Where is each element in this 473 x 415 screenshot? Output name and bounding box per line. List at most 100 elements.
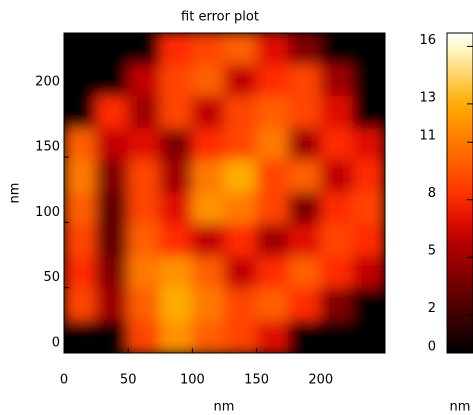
- colorbar-tick-label: 11: [419, 129, 436, 144]
- heatmap-cell: [127, 320, 161, 353]
- y-tick-label: 200: [35, 74, 60, 89]
- heatmap-cell: [64, 223, 97, 258]
- heatmap-cell: [352, 320, 385, 353]
- heatmap-cell: [320, 223, 354, 258]
- heatmap-cell: [159, 128, 193, 163]
- heatmap-cell: [64, 320, 97, 353]
- heatmap-cell: [127, 128, 161, 163]
- heatmap-cell: [127, 159, 161, 194]
- heatmap-cell: [288, 64, 322, 99]
- heatmap-cell: [320, 287, 354, 322]
- colorbar-tick-label: 16: [419, 33, 436, 48]
- heatmap-cell: [191, 33, 225, 66]
- colorbar-tick-label: 13: [419, 90, 436, 105]
- x-axis-label: nm: [214, 400, 235, 415]
- heatmap-cell: [127, 223, 161, 258]
- heatmap-cell: [320, 33, 354, 66]
- heatmap-cell: [95, 33, 129, 66]
- x-tick-label: 200: [308, 373, 333, 388]
- heatmap-cell: [64, 33, 97, 66]
- heatmap-cell: [256, 223, 290, 258]
- heatmap-cell: [95, 192, 129, 227]
- heatmap-cell: [159, 287, 193, 322]
- heatmap-cell: [352, 159, 385, 194]
- heatmap-cell: [95, 320, 129, 353]
- heatmap-cell: [288, 287, 322, 322]
- heatmap-cell: [64, 192, 97, 227]
- y-tick-label: 150: [35, 140, 60, 155]
- heatmap-cell: [191, 95, 225, 130]
- heatmap-cell: [95, 95, 129, 130]
- heatmap-cell: [352, 95, 385, 130]
- heatmap-cell: [95, 223, 129, 258]
- heatmap-cell: [256, 192, 290, 227]
- colorbar-tick-label: 0: [428, 340, 436, 355]
- heatmap-cell: [191, 287, 225, 322]
- heatmap-cell: [288, 95, 322, 130]
- heatmap-cell: [224, 320, 258, 353]
- heatmap-cell: [127, 256, 161, 291]
- heatmap-cell: [127, 95, 161, 130]
- heatmap-cell: [288, 192, 322, 227]
- heatmap-cell: [95, 159, 129, 194]
- y-tick-label: 50: [43, 270, 60, 285]
- heatmap-cell: [352, 223, 385, 258]
- heatmap-cell: [64, 64, 97, 99]
- heatmap-cell: [288, 256, 322, 291]
- heatmap-cell: [288, 128, 322, 163]
- heatmap-cell: [320, 64, 354, 99]
- heatmap-cell: [95, 64, 129, 99]
- heatmap-cell: [224, 159, 258, 194]
- heatmap-cell: [352, 287, 385, 322]
- heatmap-cell: [159, 192, 193, 227]
- heatmap-cell: [256, 320, 290, 353]
- heatmap-cell: [224, 128, 258, 163]
- heatmap-cell: [256, 256, 290, 291]
- heatmap-cell: [191, 256, 225, 291]
- heatmap-cell: [352, 192, 385, 227]
- y-axis-label: nm: [8, 183, 23, 204]
- heatmap-cell: [224, 33, 258, 66]
- heatmap-cell: [191, 192, 225, 227]
- heatmap-cell: [159, 223, 193, 258]
- heatmap-cell: [191, 64, 225, 99]
- heatmap-cell: [320, 128, 354, 163]
- heatmap-cell: [159, 95, 193, 130]
- heatmap: [64, 33, 385, 353]
- heatmap-cell: [191, 128, 225, 163]
- heatmap-cell: [352, 128, 385, 163]
- heatmap-cell: [127, 192, 161, 227]
- heatmap-cell: [256, 128, 290, 163]
- heatmap-cell: [127, 64, 161, 99]
- y-tick-label: 0: [52, 336, 60, 351]
- heatmap-cell: [127, 287, 161, 322]
- heatmap-cell: [224, 192, 258, 227]
- heatmap-cell: [159, 64, 193, 99]
- heatmap-cell: [256, 33, 290, 66]
- heatmap-cell: [352, 33, 385, 66]
- heatmap-cell: [256, 159, 290, 194]
- heatmap-cell: [159, 159, 193, 194]
- colorbar-tick-label: 2: [428, 301, 436, 316]
- heatmap-cell: [191, 159, 225, 194]
- heatmap-cell: [64, 287, 97, 322]
- colorbar-tick-label: 5: [428, 244, 436, 259]
- heatmap-cell: [159, 33, 193, 66]
- heatmap-cell: [256, 64, 290, 99]
- heatmap-cell: [224, 64, 258, 99]
- colorbar-tick-label: 8: [428, 186, 436, 201]
- heatmap-cell: [224, 223, 258, 258]
- heatmap-cell: [320, 320, 354, 353]
- heatmap-cell: [64, 95, 97, 130]
- heatmap-cell: [224, 287, 258, 322]
- chart-title: fit error plot: [181, 10, 259, 25]
- heatmap-cell: [288, 223, 322, 258]
- heatmap-cell: [352, 64, 385, 99]
- heatmap-cell: [127, 33, 161, 66]
- heatmap-cell: [64, 128, 97, 163]
- x-tick-label: 0: [60, 373, 68, 388]
- heatmap-cell: [320, 192, 354, 227]
- heatmap-cell: [95, 256, 129, 291]
- heatmap-cell: [159, 256, 193, 291]
